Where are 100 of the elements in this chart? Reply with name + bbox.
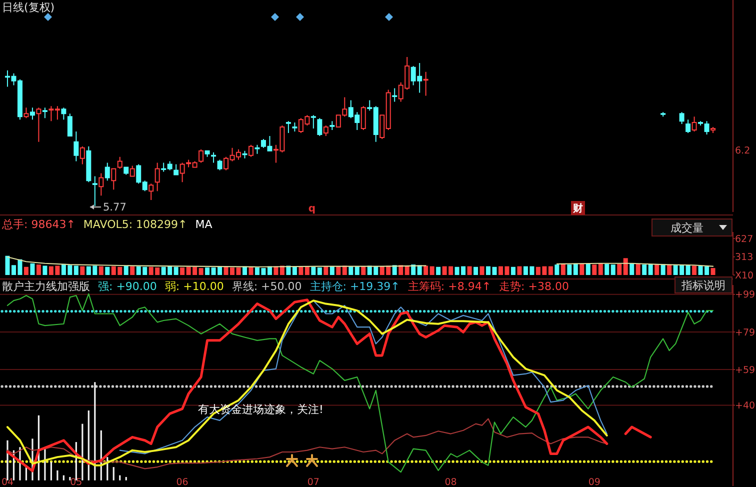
candlestick [154, 162, 160, 192]
help-button: 指标说明 [674, 276, 732, 294]
candlestick [180, 162, 185, 183]
bar [98, 266, 104, 275]
candlestick [660, 112, 666, 118]
candlestick [174, 164, 179, 176]
candlestick [317, 118, 322, 136]
bar [398, 265, 404, 275]
bar [474, 266, 478, 275]
x-tick-label: 06 [176, 477, 188, 487]
candlestick [111, 168, 116, 190]
bar [642, 264, 647, 275]
y-tick-label: 627 [735, 234, 754, 245]
bar [348, 266, 354, 275]
annotation: 主筹码: +8.94↑ [408, 280, 492, 293]
bar [560, 264, 566, 275]
candlestick [30, 107, 35, 120]
annotation: 成交量 [670, 221, 704, 234]
bar [667, 264, 672, 275]
candlestick [392, 88, 398, 102]
bar [130, 266, 135, 275]
bar [361, 266, 366, 275]
bar [198, 268, 204, 275]
y-tick-label: +79 [735, 327, 756, 338]
candlestick [710, 126, 716, 134]
bar [436, 266, 441, 275]
bar [392, 265, 397, 275]
bar [598, 263, 603, 275]
bar [654, 264, 660, 275]
candlestick [198, 148, 204, 164]
line-series [6, 418, 608, 470]
bar [248, 266, 254, 275]
bar [554, 264, 560, 275]
bar [517, 266, 522, 275]
candlestick [292, 122, 298, 132]
chart-title: 散户主力线加强版 [2, 280, 90, 293]
candlestick [61, 107, 66, 120]
bar [430, 266, 434, 275]
bar [236, 267, 241, 275]
bar [205, 267, 210, 275]
x-tick-label: 04 [1, 477, 14, 487]
annotation: 指标说明 [680, 278, 726, 292]
candlestick [360, 106, 366, 131]
bar [174, 266, 178, 275]
bar [480, 266, 484, 275]
candlestick [117, 156, 122, 170]
annotation: 走势: +38.00 [499, 280, 569, 293]
candlestick [423, 71, 428, 96]
candlestick [211, 152, 216, 164]
bar [686, 265, 690, 275]
bar [24, 266, 28, 275]
bar [692, 266, 697, 275]
bar [180, 267, 185, 275]
bar [324, 266, 328, 275]
bar [30, 263, 35, 275]
bar [660, 264, 666, 275]
y-tick-label: +59 [735, 364, 756, 376]
candlestick [67, 113, 72, 136]
candlestick [86, 146, 92, 183]
annotation: 主持仓: +19.39↑ [310, 280, 400, 293]
bar [5, 256, 10, 275]
bar [74, 266, 78, 275]
annotation: 5.77 [103, 202, 126, 214]
x-tick-label: 08 [444, 477, 457, 487]
y-tick-label: X10 [735, 270, 754, 282]
x-tick-label: 07 [307, 477, 320, 487]
x-tick-label: 05 [70, 477, 82, 487]
text: MAVOL5: 108299↑ [83, 218, 188, 231]
bar [411, 264, 416, 275]
ref-line-label: 界线: +50.00 [232, 280, 302, 293]
bar [124, 266, 128, 275]
line-series [6, 256, 426, 268]
candlestick [36, 107, 42, 142]
bar [304, 266, 310, 275]
candlestick [686, 119, 691, 134]
candlestick [130, 165, 135, 177]
bar [336, 266, 341, 275]
candlestick [24, 107, 29, 119]
chart-title: 日线(复权) [2, 1, 55, 14]
bar [604, 264, 610, 275]
bar [105, 266, 110, 275]
bar [610, 264, 616, 275]
text: MA [195, 218, 213, 231]
bar [354, 266, 360, 275]
bar [292, 266, 297, 275]
candlestick [74, 131, 79, 162]
y-tick-label: +99 [735, 290, 756, 301]
bar [80, 266, 85, 275]
candlestick [323, 125, 328, 136]
candlestick [204, 150, 210, 158]
bar [573, 263, 578, 275]
candlestick [92, 176, 98, 206]
candlestick [679, 112, 684, 125]
ref-line-label: 弱: +10.00 [164, 280, 224, 293]
candlestick [254, 144, 260, 154]
bar [636, 264, 640, 275]
bar [42, 266, 48, 275]
annotation: 财 [572, 202, 583, 214]
line-series [119, 300, 608, 454]
annotation: q [308, 204, 316, 214]
